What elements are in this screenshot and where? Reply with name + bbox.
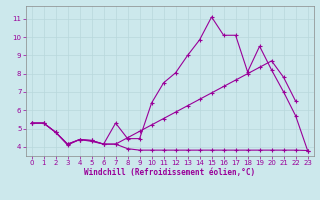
X-axis label: Windchill (Refroidissement éolien,°C): Windchill (Refroidissement éolien,°C) — [84, 168, 255, 177]
